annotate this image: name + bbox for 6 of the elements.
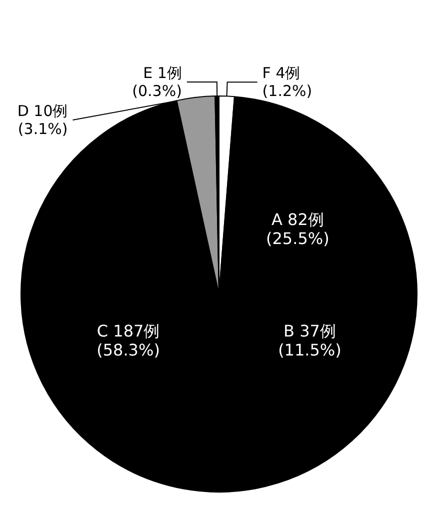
slice-label: C 187例 (58.3%) <box>96 322 160 360</box>
slice-label: F 4例 (1.2%) <box>262 64 312 100</box>
slice-label: B 37例 (11.5%) <box>278 322 342 360</box>
slice-label: E 1例 (0.3%) <box>132 64 182 100</box>
slice-label: D 10例 (3.1%) <box>17 102 68 138</box>
slice-label: A 82例 (25.5%) <box>266 210 330 248</box>
